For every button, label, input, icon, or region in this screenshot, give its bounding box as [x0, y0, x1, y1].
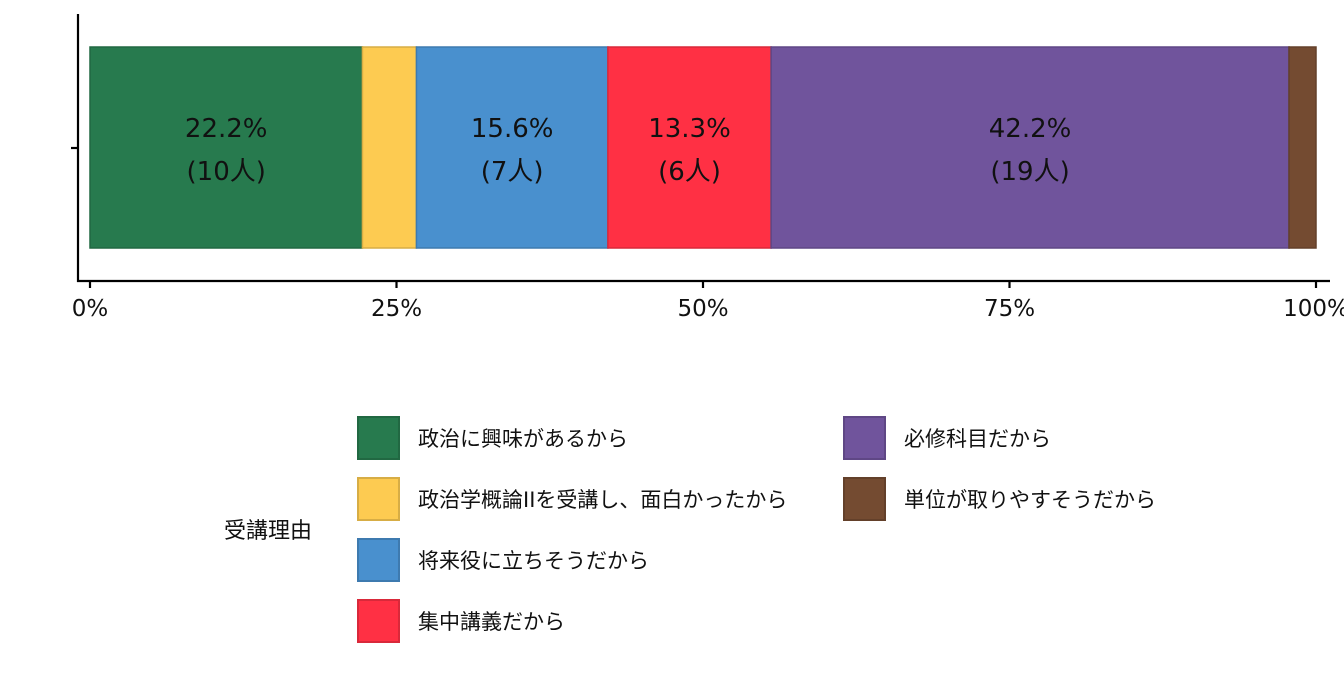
legend-swatch	[357, 477, 400, 521]
data-label: (10人)	[187, 157, 266, 187]
data-label: 13.3%	[648, 114, 731, 144]
bar-segment	[361, 46, 418, 249]
legend-swatch	[357, 538, 400, 582]
legend-item: 集中講義だから	[357, 599, 565, 643]
x-tick-label: 0%	[72, 296, 109, 322]
bar-segment	[415, 46, 609, 249]
legend-swatch	[357, 599, 400, 643]
legend-item: 必修科目だから	[843, 416, 1051, 460]
data-label: (7人)	[481, 157, 544, 187]
legend-item: 単位が取りやすそうだから	[843, 477, 1156, 521]
legend-swatch	[843, 416, 886, 460]
x-tick-label: 100%	[1283, 296, 1344, 322]
legend-label: 集中講義だから	[418, 610, 565, 634]
legend-label: 政治に興味があるから	[418, 427, 628, 451]
legend-label: 政治学概論IIを受講し、面白かったから	[418, 488, 787, 512]
x-tick-label: 25%	[371, 296, 422, 322]
data-label: (19人)	[990, 157, 1069, 187]
legend-label: 単位が取りやすそうだから	[904, 488, 1156, 512]
data-label: 22.2%	[185, 114, 268, 144]
legend-item: 政治に興味があるから	[357, 416, 628, 460]
legend-swatch	[357, 416, 400, 460]
bar-segment	[607, 46, 772, 249]
legend-title: 受講理由	[224, 519, 312, 544]
legend-swatch	[843, 477, 886, 521]
x-tick-label: 75%	[984, 296, 1035, 322]
bar-segment	[89, 46, 364, 249]
legend-label: 将来役に立ちそうだから	[418, 549, 649, 573]
x-tick-label: 50%	[677, 296, 728, 322]
legend-item: 政治学概論IIを受講し、面白かったから	[357, 477, 787, 521]
bar-segment	[770, 46, 1290, 249]
data-label: (6人)	[658, 157, 721, 187]
data-label: 42.2%	[989, 114, 1072, 144]
legend-label: 必修科目だから	[904, 427, 1051, 451]
legend-item: 将来役に立ちそうだから	[357, 538, 649, 582]
bar-segment	[1288, 46, 1317, 249]
data-label: 15.6%	[471, 114, 554, 144]
